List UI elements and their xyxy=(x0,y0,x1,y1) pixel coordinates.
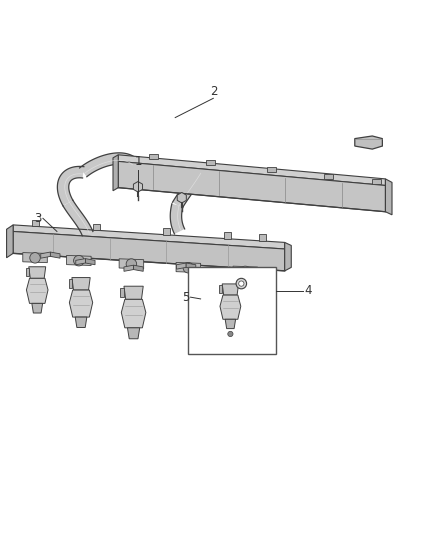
Text: 2: 2 xyxy=(210,85,218,98)
Polygon shape xyxy=(149,154,158,159)
Polygon shape xyxy=(23,253,47,263)
Circle shape xyxy=(30,253,40,263)
Polygon shape xyxy=(13,231,285,271)
Text: 3: 3 xyxy=(34,212,42,225)
Polygon shape xyxy=(173,169,204,208)
Polygon shape xyxy=(41,252,50,258)
FancyBboxPatch shape xyxy=(188,266,276,354)
Polygon shape xyxy=(233,266,258,276)
Polygon shape xyxy=(113,155,118,191)
Polygon shape xyxy=(26,268,29,277)
Circle shape xyxy=(74,255,84,266)
Polygon shape xyxy=(75,317,87,327)
Circle shape xyxy=(236,278,247,289)
Polygon shape xyxy=(225,319,236,328)
Polygon shape xyxy=(68,279,72,288)
Polygon shape xyxy=(69,290,93,317)
Polygon shape xyxy=(72,278,90,290)
Polygon shape xyxy=(29,266,46,278)
Polygon shape xyxy=(118,161,385,212)
Polygon shape xyxy=(50,252,60,258)
Polygon shape xyxy=(85,259,95,265)
Polygon shape xyxy=(57,166,84,206)
Polygon shape xyxy=(121,300,146,328)
Polygon shape xyxy=(120,287,124,297)
Polygon shape xyxy=(355,136,382,149)
Polygon shape xyxy=(224,232,231,239)
Polygon shape xyxy=(267,167,276,172)
Polygon shape xyxy=(67,255,91,265)
Polygon shape xyxy=(222,284,239,295)
Polygon shape xyxy=(163,228,170,235)
Polygon shape xyxy=(170,204,185,234)
Polygon shape xyxy=(32,220,39,227)
Text: 1: 1 xyxy=(134,155,142,168)
Polygon shape xyxy=(177,263,186,269)
Polygon shape xyxy=(385,179,392,215)
Text: 4: 4 xyxy=(304,284,312,297)
Polygon shape xyxy=(124,265,134,271)
Polygon shape xyxy=(206,160,215,165)
Polygon shape xyxy=(32,303,42,313)
Polygon shape xyxy=(177,192,186,203)
Polygon shape xyxy=(63,200,93,236)
Polygon shape xyxy=(186,263,196,269)
Polygon shape xyxy=(219,285,222,293)
Polygon shape xyxy=(372,179,381,184)
Text: 5: 5 xyxy=(182,290,189,304)
Polygon shape xyxy=(93,224,100,230)
Polygon shape xyxy=(13,225,285,249)
Circle shape xyxy=(239,281,244,286)
Polygon shape xyxy=(285,243,291,271)
Polygon shape xyxy=(134,265,143,271)
Polygon shape xyxy=(127,328,140,339)
Polygon shape xyxy=(76,259,85,265)
Circle shape xyxy=(228,332,233,336)
Polygon shape xyxy=(7,225,13,258)
Circle shape xyxy=(126,259,137,269)
Polygon shape xyxy=(176,262,201,272)
Polygon shape xyxy=(259,235,266,241)
Polygon shape xyxy=(119,259,144,269)
Polygon shape xyxy=(26,278,48,303)
Circle shape xyxy=(240,266,251,277)
Polygon shape xyxy=(324,174,333,179)
Polygon shape xyxy=(220,295,241,319)
Polygon shape xyxy=(80,153,138,177)
Polygon shape xyxy=(118,155,385,185)
Polygon shape xyxy=(124,286,143,300)
Circle shape xyxy=(183,262,194,273)
Polygon shape xyxy=(134,182,142,192)
